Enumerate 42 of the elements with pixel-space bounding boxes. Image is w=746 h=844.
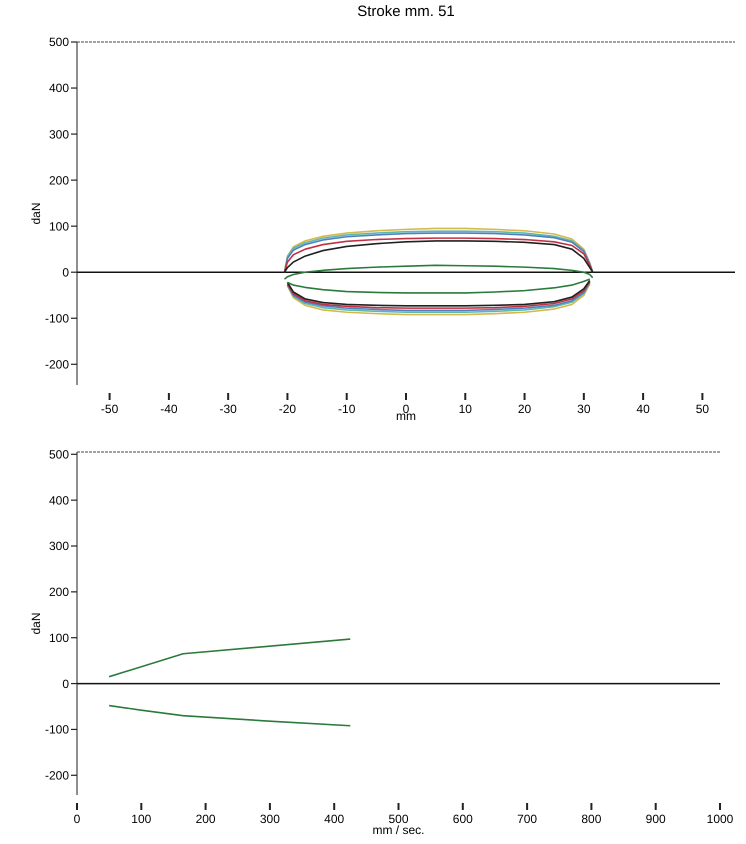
x-tick-label: 900 [646,812,666,826]
x-tick-label: 600 [452,812,474,826]
x-tick-label: 10 [458,402,472,416]
x-tick-label: 500 [388,812,409,826]
y-tick-label: 0 [62,265,70,280]
y-axis-title: daN [29,612,43,635]
x-axis-title: mm / sec. [372,823,425,837]
y-tick-label: -200 [44,768,70,782]
y-tick-label: 400 [48,81,70,96]
x-tick-label: 50 [696,402,710,416]
x-tick-label: 200 [196,812,216,826]
x-tick-label: 100 [131,812,152,826]
x-tick-label: 30 [577,402,591,416]
x-tick-label: 300 [260,812,280,826]
x-tick-label: 0 [74,812,81,826]
x-tick-label: 700 [517,812,538,826]
y-tick-label: 500 [48,35,70,50]
x-tick-label: -40 [160,402,178,416]
y-tick-label: -100 [44,722,70,737]
x-tick-label: -50 [100,402,119,416]
x-tick-label: -10 [338,402,356,416]
y-tick-label: 100 [48,219,70,234]
y-tick-label: -100 [44,311,70,326]
y-tick-label: 200 [48,585,70,600]
chart-title: Stroke mm. 51 [357,3,455,20]
x-tick-label: 1000 [706,812,734,826]
x-tick-label: 400 [324,812,345,826]
y-tick-label: 400 [48,493,70,508]
line-series [108,704,352,727]
x-tick-label: -30 [219,402,238,416]
y-tick-label: -200 [44,357,70,372]
x-tick-label: 800 [581,812,602,826]
y-tick-label: 100 [48,630,70,645]
x-tick-label: 20 [518,402,532,416]
y-tick-label: 500 [48,447,70,462]
y-tick-label: 200 [48,173,70,188]
y-tick-label: 300 [48,127,70,142]
y-tick-label: 300 [48,539,70,554]
y-axis-title: daN [29,202,43,225]
x-tick-label: -20 [278,402,296,416]
y-tick-label: 0 [62,676,70,691]
x-tick-label: 40 [636,402,650,416]
